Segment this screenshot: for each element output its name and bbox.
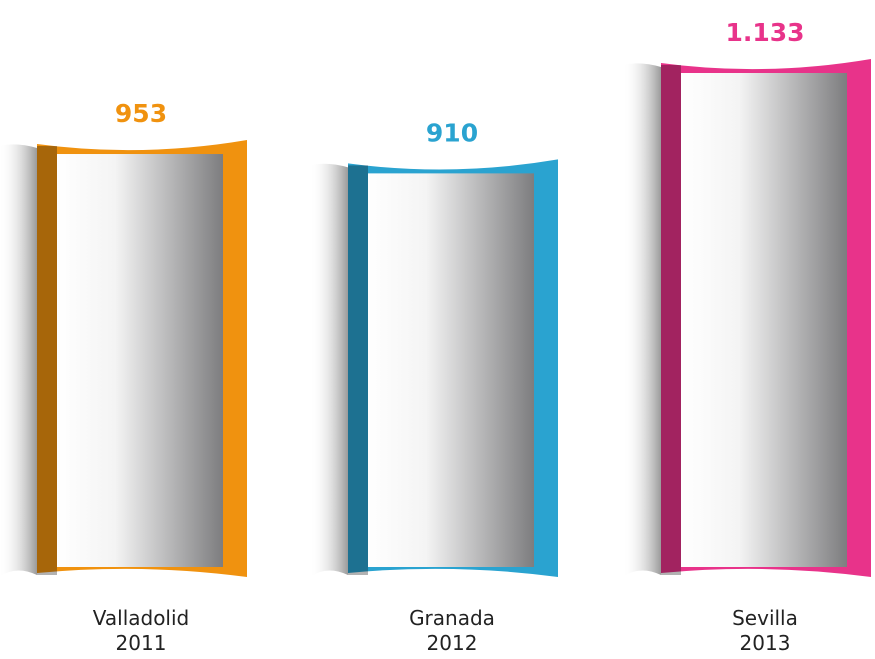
bar-page [368,173,534,567]
value-label: 1.133 [725,18,804,47]
value-label: 910 [426,118,478,147]
bar-shadow [0,144,37,577]
bar-shadow [310,163,348,577]
bar-spine [661,65,681,575]
bar-page [681,73,847,567]
category-label: Valladolid [93,606,190,630]
bar-spine [37,146,57,575]
category-label: Granada [409,606,495,630]
category-label: Sevilla [732,606,798,630]
category-label: 2013 [740,631,791,655]
bar-page [57,154,223,567]
category-label: 2012 [427,631,478,655]
category-label: 2011 [116,631,167,655]
bar-shadow [623,63,661,577]
bar-spine [348,165,368,575]
value-label: 953 [115,99,167,128]
